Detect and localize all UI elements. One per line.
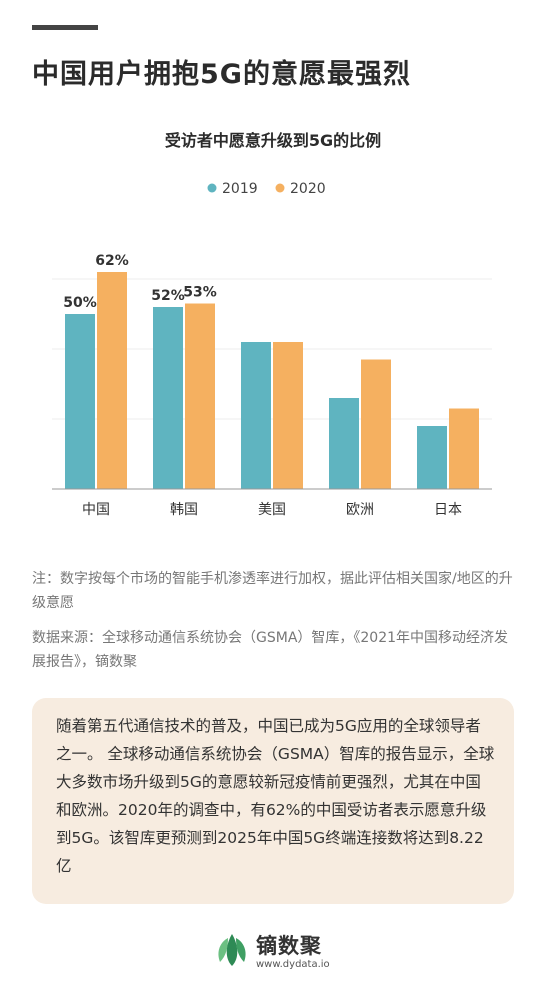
- leaf-icon: [218, 934, 246, 966]
- legend-label-2019: 2019: [222, 181, 258, 197]
- data-label-2020-韩国: 53%: [183, 285, 217, 301]
- bar-2020-中国: [97, 272, 127, 489]
- bar-2020-韩国: [185, 303, 215, 489]
- legend-marker-2020: [275, 183, 285, 193]
- bar-2019-日本: [417, 426, 447, 489]
- x-tick-label: 美国: [258, 502, 286, 518]
- bar-2019-欧洲: [329, 398, 359, 489]
- x-tick-label: 韩国: [170, 502, 198, 518]
- data-source: 数据来源：全球移动通信系统协会（GSMA）智库，《2021年中国移动经济发展报告…: [32, 630, 509, 670]
- bar-2019-韩国: [153, 307, 183, 489]
- bar-2019-中国: [65, 314, 95, 489]
- brand-url: www.dydata.io: [256, 959, 330, 970]
- bar-2019-美国: [241, 342, 271, 489]
- data-label-2019-韩国: 52%: [151, 288, 185, 304]
- bar-2020-日本: [449, 408, 479, 489]
- bar-2020-美国: [273, 342, 303, 489]
- bar-2020-欧洲: [361, 359, 391, 489]
- chart-svg: 受访者中愿意升级到5G的比例 2019 2020 50% 62% 中国 52%53% 韩国 美国…: [52, 131, 492, 518]
- summary-box: 随着第五代通信技术的普及，中国已成为5G应用的全球领导者之一。 全球移动通信系统…: [32, 698, 514, 904]
- chart-title: 受访者中愿意升级到5G的比例: [165, 131, 381, 150]
- footnote: 注：数字按每个市场的智能手机渗透率进行加权，据此评估相关国家/地区的升级意愿: [32, 571, 513, 611]
- summary-text: 随着第五代通信技术的普及，中国已成为5G应用的全球领导者之一。 全球移动通信系统…: [56, 717, 495, 875]
- header-accent-bar: [32, 25, 98, 30]
- page-title: 中国用户拥抱5G的意愿最强烈: [32, 59, 411, 90]
- bar-chart: 受访者中愿意升级到5G的比例 2019 2020 50% 62% 中国 52% 53% 韩国 美国…: [0, 120, 546, 530]
- data-label-2020-中国: 62%: [95, 253, 129, 269]
- x-tick-label: 中国: [82, 502, 110, 518]
- data-label-2019-中国: 50%: [63, 295, 97, 311]
- x-tick-label: 日本: [434, 502, 462, 518]
- legend-label-2020: 2020: [290, 181, 326, 197]
- legend-marker-2019: [207, 183, 217, 193]
- brand-logo[interactable]: 镝数聚 www.dydata.io: [214, 930, 374, 974]
- x-tick-label: 欧洲: [346, 502, 374, 518]
- brand-name: 镝数聚: [256, 934, 322, 958]
